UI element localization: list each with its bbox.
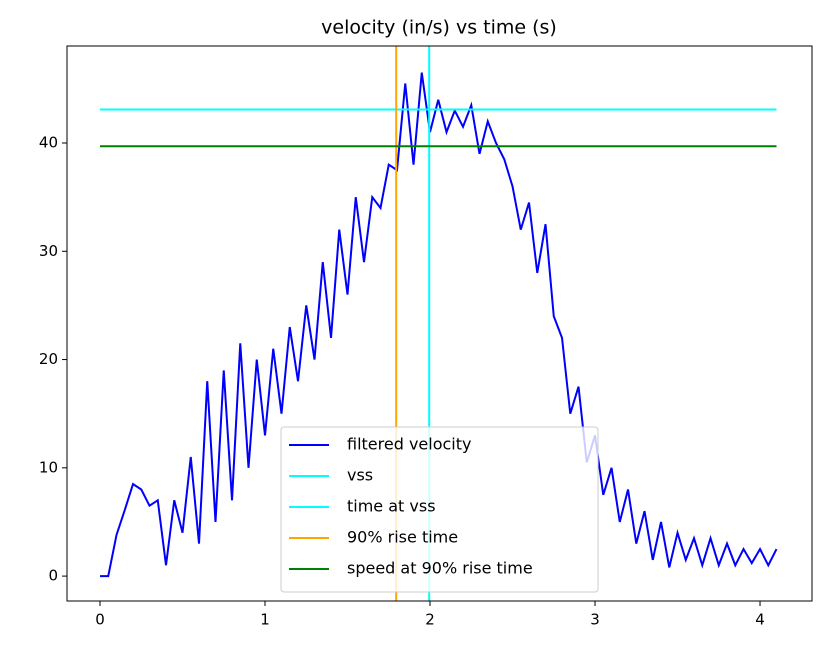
x-tick-label: 1: [260, 611, 270, 629]
x-tick-label: 2: [425, 611, 435, 629]
y-tick-label: 30: [39, 242, 58, 260]
data-line: [100, 72, 778, 578]
legend-label: speed at 90% rise time: [347, 559, 533, 578]
legend-label: vss: [347, 466, 373, 485]
y-tick-label: 10: [39, 458, 58, 476]
legend-label: filtered velocity: [347, 435, 471, 454]
x-tick-label: 0: [95, 611, 105, 629]
y-tick-label: 40: [39, 134, 58, 152]
plot-frame: [66, 45, 813, 602]
y-tick-label: 0: [48, 567, 58, 585]
chart-title: velocity (in/s) vs time (s): [321, 17, 557, 39]
legend-label: time at vss: [347, 497, 436, 516]
legend-box: [280, 426, 599, 593]
y-tick-label: 20: [39, 350, 58, 368]
legend-label: 90% rise time: [347, 528, 458, 547]
x-tick-label: 4: [755, 611, 765, 629]
x-tick-label: 3: [590, 611, 600, 629]
